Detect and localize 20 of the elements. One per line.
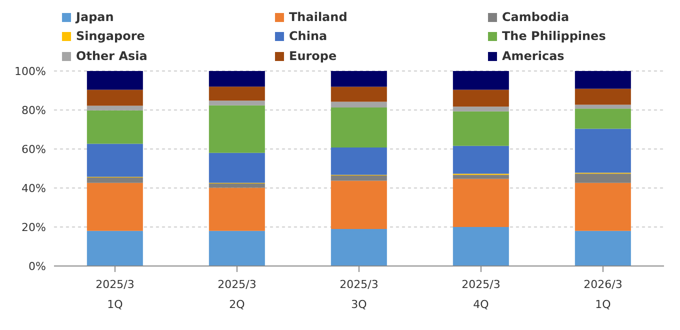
legend-label: Japan [76, 9, 114, 26]
legend-label: Americas [502, 48, 564, 65]
y-tick-label: 100% [14, 64, 46, 78]
legend-label: Europe [289, 48, 337, 65]
x-tick-label: 2026/3 1Q [584, 278, 622, 311]
legend-label: Singapore [76, 28, 145, 46]
legend-label: Cambodia [502, 9, 570, 26]
legend-label: Other Asia [76, 48, 148, 65]
x-tick-label: 2025/3 4Q [462, 278, 500, 311]
y-tick-label: 40% [22, 182, 46, 195]
legend-label: China [289, 28, 328, 46]
legend-label: The Philippines [502, 28, 606, 46]
y-tick-label: 20% [22, 220, 46, 234]
x-tick-label: 2025/3 2Q [218, 278, 256, 311]
y-tick-label: 0% [28, 260, 46, 273]
y-tick-label: 80% [22, 104, 46, 117]
x-tick-label: 2025/3 1Q [96, 278, 134, 311]
y-tick-label: 60% [22, 142, 46, 156]
x-tick-label: 2025/3 3Q [340, 278, 378, 311]
legend-label: Thailand [289, 9, 348, 26]
